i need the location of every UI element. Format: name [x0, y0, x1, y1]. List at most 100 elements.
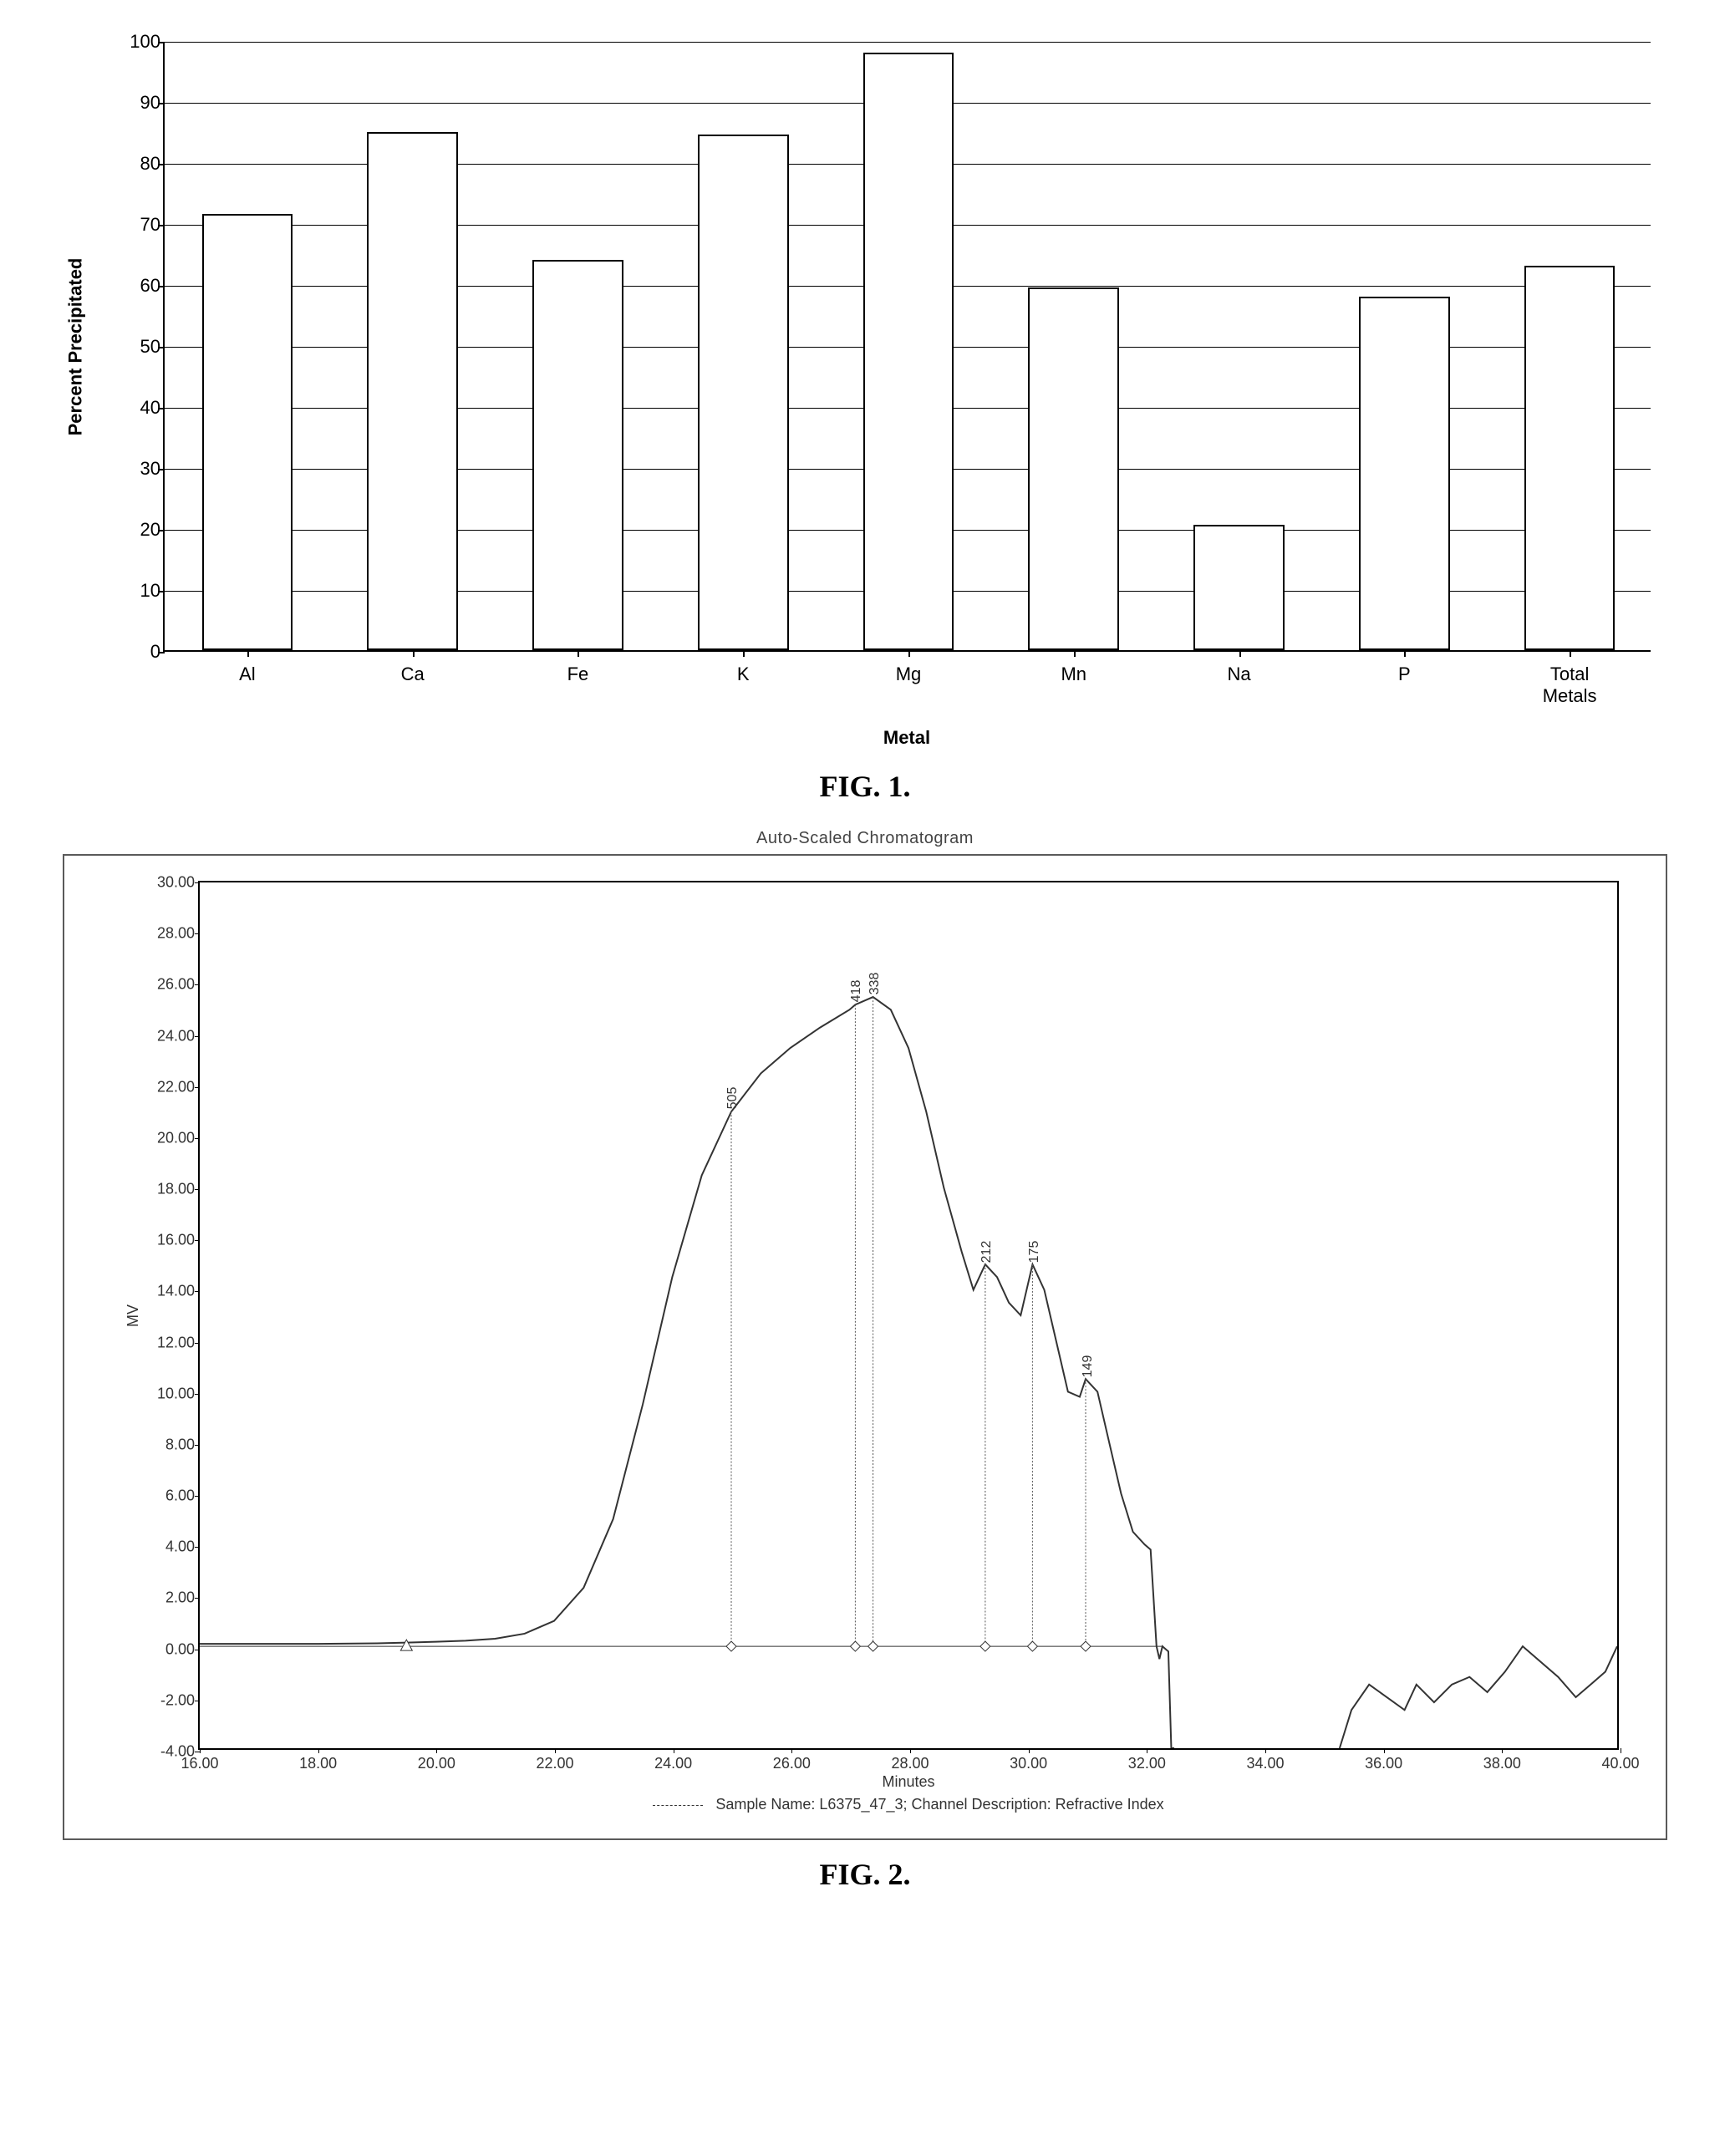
chromatogram: MV -4.00-2.000.002.004.006.008.0010.0012… [63, 854, 1667, 1840]
chrom-plot-area: -4.00-2.000.002.004.006.008.0010.0012.00… [198, 881, 1619, 1750]
chrom-ytick-label: 28.00 [141, 925, 200, 943]
chrom-ytick-label: 16.00 [141, 1232, 200, 1249]
bar-ytick-label: 70 [123, 214, 160, 236]
figure-1: Percent Precipitated 0102030405060708090… [33, 33, 1697, 804]
peak-label: 212 [979, 1240, 995, 1263]
chrom-xtick-mark [1265, 1748, 1266, 1753]
diamond-marker-icon [850, 1641, 860, 1651]
bar-k [698, 135, 789, 650]
bar-xtick-mark [247, 650, 249, 657]
chrom-xtick-mark [1502, 1748, 1503, 1753]
chrom-ytick-label: 10.00 [141, 1385, 200, 1402]
peak-label: 175 [1027, 1240, 1042, 1263]
bar-xlabel: Na [1164, 664, 1315, 685]
bar-chart: Percent Precipitated 0102030405060708090… [63, 33, 1667, 752]
chrom-curve-1 [1340, 1646, 1617, 1748]
chrom-ytick-label: 6.00 [141, 1487, 200, 1505]
chrom-xtick-mark [910, 1748, 911, 1753]
bar-na [1193, 525, 1285, 650]
chrom-xtick-label: 26.00 [773, 1755, 811, 1772]
chrom-xtick-label: 28.00 [891, 1755, 929, 1772]
bar-ytick-label: 0 [123, 641, 160, 663]
chrom-xtick-mark [200, 1748, 201, 1753]
bar-ytick-label: 90 [123, 92, 160, 114]
peak-label: 505 [725, 1087, 740, 1110]
bar-ytick-label: 20 [123, 519, 160, 541]
diamond-marker-icon [726, 1641, 736, 1651]
bar-xlabel: Al [172, 664, 323, 685]
peak-label: 149 [1081, 1355, 1096, 1378]
chrom-legend: Sample Name: L6375_47_3; Channel Descrip… [198, 1796, 1619, 1813]
bar-y-axis-title-text: Percent Precipitated [64, 258, 86, 436]
bar-xtick-mark [908, 650, 910, 657]
chrom-xtick-label: 32.00 [1128, 1755, 1166, 1772]
chrom-ytick-label: 26.00 [141, 976, 200, 994]
chrom-xtick-mark [1029, 1748, 1030, 1753]
chrom-curve-0 [200, 997, 1174, 1748]
peak-label: 418 [849, 979, 864, 1002]
bar-total-metals [1524, 266, 1616, 650]
diamond-marker-icon [1081, 1641, 1091, 1651]
chrom-xtick-label: 22.00 [536, 1755, 573, 1772]
bar-xtick-mark [578, 650, 579, 657]
diamond-marker-icon [868, 1641, 878, 1651]
bar-xtick-mark [1239, 650, 1241, 657]
diamond-marker-icon [980, 1641, 990, 1651]
chrom-xtick-mark [555, 1748, 556, 1753]
chromatogram-title: Auto-Scaled Chromatogram [63, 829, 1667, 848]
bar-xlabel: K [668, 664, 818, 685]
peak-label: 338 [868, 972, 883, 994]
figure-2-caption: FIG. 2. [33, 1857, 1697, 1892]
bar-plot-area: 0102030405060708090100AlCaFeKMgMnNaPTota… [163, 42, 1651, 652]
bar-y-axis-title: Percent Precipitated [63, 42, 88, 652]
chrom-y-axis-title: MV [123, 881, 143, 1750]
legend-dash-icon [653, 1805, 703, 1806]
chrom-xtick-mark [791, 1748, 792, 1753]
bar-ytick-label: 60 [123, 275, 160, 297]
chrom-ytick-label: 8.00 [141, 1436, 200, 1453]
chrom-legend-text: Sample Name: L6375_47_3; Channel Descrip… [715, 1796, 1163, 1813]
chrom-ytick-label: 20.00 [141, 1129, 200, 1147]
chrom-xtick-mark [436, 1748, 437, 1753]
chrom-ytick-label: 2.00 [141, 1589, 200, 1607]
bar-p [1359, 297, 1450, 650]
bar-xtick-mark [1570, 650, 1571, 657]
chrom-ytick-label: 12.00 [141, 1334, 200, 1351]
triangle-marker-icon [400, 1640, 412, 1650]
chrom-xtick-label: 24.00 [654, 1755, 692, 1772]
chrom-xtick-label: 38.00 [1483, 1755, 1521, 1772]
chrom-xtick-label: 16.00 [181, 1755, 218, 1772]
bar-xlabel: Fe [502, 664, 653, 685]
chrom-xtick-label: 40.00 [1601, 1755, 1639, 1772]
bar-xtick-mark [743, 650, 745, 657]
bar-xlabel: P [1329, 664, 1479, 685]
bar-ytick-label: 80 [123, 153, 160, 175]
chrom-xtick-label: 18.00 [299, 1755, 337, 1772]
chrom-ytick-label: -2.00 [141, 1691, 200, 1709]
chrom-xtick-label: 34.00 [1246, 1755, 1284, 1772]
bar-x-axis-title: Metal [163, 727, 1651, 749]
chrom-y-axis-title-text: MV [125, 1304, 142, 1327]
bar-ytick-label: 50 [123, 336, 160, 358]
diamond-marker-icon [1027, 1641, 1037, 1651]
bar-xlabel: Ca [338, 664, 488, 685]
bar-ytick-label: 100 [123, 31, 160, 53]
bar-xtick-mark [1404, 650, 1406, 657]
bar-ca [367, 132, 458, 651]
bar-ytick-label: 30 [123, 458, 160, 480]
bar-ytick-label: 10 [123, 580, 160, 602]
chrom-xtick-label: 20.00 [418, 1755, 455, 1772]
chrom-ytick-label: 18.00 [141, 1181, 200, 1198]
chrom-x-axis-title: Minutes [198, 1773, 1619, 1791]
bar-xlabel: TotalMetals [1494, 664, 1645, 707]
bar-mg [863, 53, 954, 650]
chrom-ytick-label: 22.00 [141, 1078, 200, 1096]
chrom-xtick-label: 30.00 [1010, 1755, 1047, 1772]
chrom-ytick-label: 30.00 [141, 874, 200, 892]
bar-fe [532, 260, 623, 650]
figure-1-caption: FIG. 1. [33, 769, 1697, 804]
bar-ytick-label: 40 [123, 397, 160, 419]
chrom-ytick-label: 24.00 [141, 1027, 200, 1045]
bar-al [202, 214, 293, 650]
bar-mn [1028, 287, 1119, 650]
